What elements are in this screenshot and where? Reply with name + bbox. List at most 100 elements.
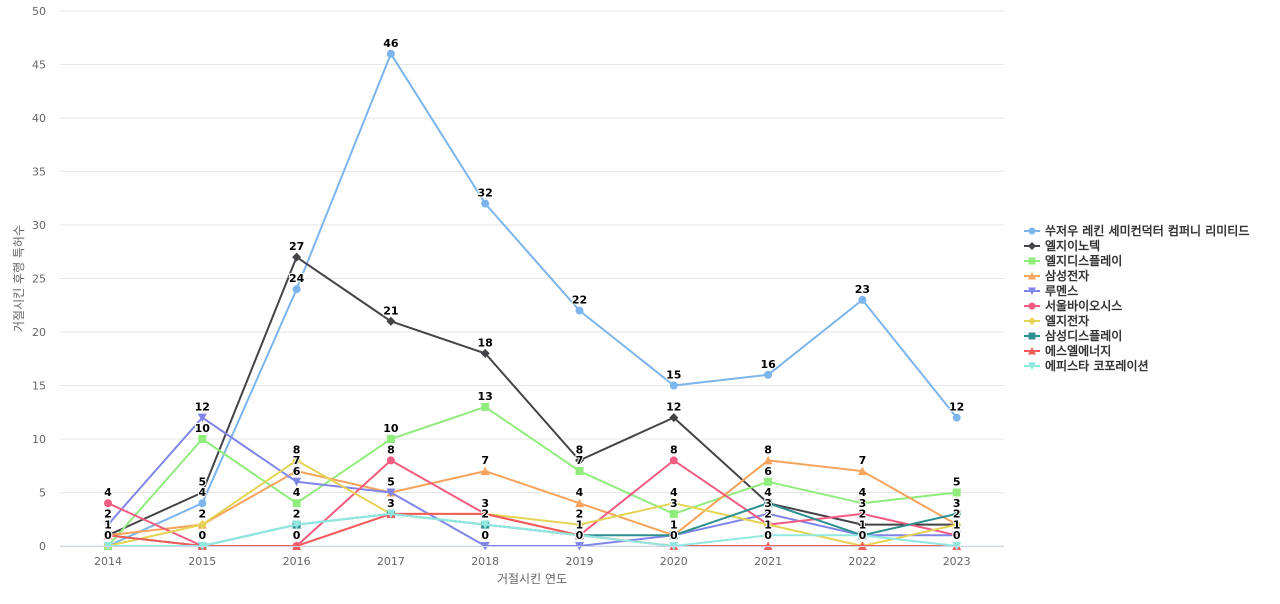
data-label: 5 — [953, 476, 961, 489]
data-point — [575, 520, 584, 530]
data-point — [292, 520, 302, 530]
legend-marker — [1028, 242, 1036, 250]
y-tick-label: 40 — [32, 112, 46, 125]
data-point — [386, 435, 395, 443]
data-label: 0 — [953, 529, 961, 542]
data-label: 0 — [198, 529, 206, 542]
data-label: 3 — [481, 497, 489, 510]
data-label: 8 — [670, 443, 678, 456]
data-point — [292, 499, 301, 508]
data-label: 3 — [764, 497, 772, 510]
data-point — [292, 252, 302, 262]
data-label: 1 — [104, 518, 112, 531]
legend-item[interactable]: 엘지이노텍 — [1024, 238, 1100, 253]
x-axis-title: 거절시킨 연도 — [497, 572, 567, 586]
legend-item[interactable]: 엘지전자 — [1024, 313, 1089, 328]
legend-item[interactable]: 에스엘에너지 — [1024, 343, 1111, 358]
x-tick-label: 2015 — [188, 555, 216, 568]
legend-item[interactable]: 삼성전자 — [1024, 268, 1089, 283]
y-tick-label: 25 — [32, 273, 46, 286]
data-label: 0 — [859, 529, 867, 542]
data-label: 1 — [576, 518, 584, 531]
data-label: 4 — [859, 486, 867, 499]
data-label: 10 — [383, 422, 399, 435]
data-point — [669, 413, 679, 423]
legend-item[interactable]: 삼성디스플레이 — [1024, 328, 1122, 343]
data-label: 15 — [666, 369, 681, 382]
data-label: 3 — [481, 497, 489, 510]
series-7 — [103, 455, 962, 551]
y-tick-label: 50 — [32, 5, 46, 18]
data-label: 2 — [953, 508, 961, 521]
legend-label: 쑤저우 레킨 세미컨덕터 컴퍼니 리미티드 — [1045, 223, 1249, 238]
data-point — [104, 499, 112, 508]
data-point — [575, 498, 584, 508]
series-10 — [103, 509, 962, 551]
legend-label: 엘지전자 — [1045, 313, 1089, 328]
data-label: 3 — [387, 497, 395, 510]
legend: 쑤저우 레킨 세미컨덕터 컴퍼니 리미티드엘지이노텍엘지디스플레이삼성전자루멘스… — [1024, 223, 1249, 373]
data-point — [386, 456, 395, 465]
legend-label: 삼성디스플레이 — [1045, 328, 1122, 343]
legend-marker — [1028, 272, 1036, 280]
legend-item[interactable]: 루멘스 — [1024, 283, 1078, 298]
series-line — [107, 256, 957, 537]
legend-item[interactable]: 서울바이오시스 — [1024, 298, 1122, 313]
data-label: 46 — [383, 37, 399, 50]
data-label: 21 — [383, 304, 398, 317]
data-point — [763, 509, 773, 519]
data-label: 1 — [859, 518, 867, 531]
data-label: 2 — [764, 508, 772, 521]
data-label: 13 — [478, 390, 493, 403]
x-tick-label: 2014 — [94, 555, 122, 568]
data-label: 1 — [670, 518, 678, 531]
data-label: 3 — [670, 497, 678, 510]
data-point — [480, 348, 490, 358]
x-tick-label: 2017 — [377, 555, 405, 568]
data-point — [764, 499, 773, 508]
data-label: 22 — [572, 294, 587, 307]
data-label: 2 — [953, 508, 961, 521]
data-label: 3 — [387, 497, 395, 510]
data-label: 1 — [104, 518, 112, 531]
legend-item[interactable]: 에피스타 코포레이션 — [1024, 358, 1149, 373]
x-tick-label: 2020 — [660, 555, 688, 568]
data-label: 2 — [764, 508, 772, 521]
y-tick-label: 5 — [39, 487, 46, 500]
grid-layer — [60, 10, 1004, 547]
data-label: 12 — [195, 401, 210, 414]
legend-item[interactable]: 엘지디스플레이 — [1024, 253, 1122, 268]
data-label: 23 — [855, 283, 870, 296]
legend-item[interactable]: 쑤저우 레킨 세미컨덕터 컴퍼니 리미티드 — [1024, 223, 1249, 238]
data-label: 2 — [198, 508, 206, 521]
data-point — [198, 435, 207, 443]
data-point — [575, 467, 584, 476]
data-label: 6 — [764, 465, 772, 478]
data-label: 2 — [859, 508, 867, 521]
data-point — [480, 520, 490, 530]
data-label: 4 — [576, 486, 584, 499]
data-label: 0 — [481, 529, 489, 542]
data-point — [292, 455, 302, 465]
data-label: 4 — [764, 486, 772, 499]
data-label: 1 — [104, 518, 112, 531]
data-point — [481, 199, 490, 208]
series-line — [107, 459, 957, 547]
data-label: 1 — [576, 518, 584, 531]
data-point — [292, 477, 302, 487]
legend-label: 에스엘에너지 — [1045, 343, 1111, 358]
data-point — [763, 531, 773, 540]
data-point — [292, 285, 301, 294]
data-point — [669, 531, 678, 540]
data-point — [386, 49, 395, 58]
legend-marker — [1028, 362, 1036, 370]
data-label: 1 — [670, 518, 678, 531]
legend-marker — [1028, 287, 1036, 295]
data-point — [198, 499, 207, 508]
data-point — [952, 488, 961, 497]
data-point — [480, 509, 490, 518]
data-point — [669, 498, 679, 508]
series-line — [107, 405, 957, 547]
data-label: 0 — [670, 529, 678, 542]
